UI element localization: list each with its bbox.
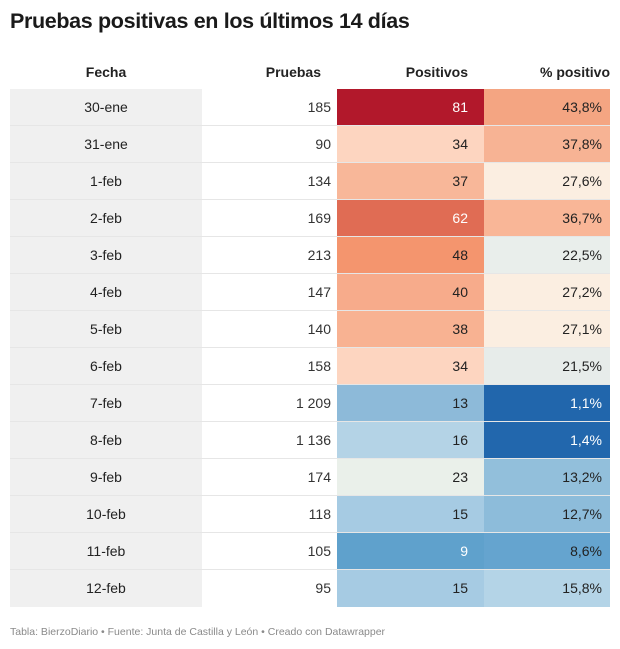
cell-positivos: 37 xyxy=(337,163,484,200)
cell-positivos: 9 xyxy=(337,533,484,570)
cell-positivos: 62 xyxy=(337,200,484,237)
cell-pruebas: 118 xyxy=(308,506,331,522)
cell-porcentaje: 43,8% xyxy=(484,89,610,126)
cell-pruebas: 90 xyxy=(315,136,331,152)
cell-pruebas: 147 xyxy=(307,284,331,300)
cell-porcentaje: 27,2% xyxy=(484,274,610,311)
cell-porcentaje: 1,4% xyxy=(484,422,610,459)
table-row: 7-feb 1 209 13 1,1% xyxy=(10,385,610,422)
header-pruebas[interactable]: Pruebas xyxy=(265,64,321,80)
cell-fecha: 30-ene xyxy=(10,89,202,126)
cell-pruebas: 105 xyxy=(307,543,331,559)
header-porcentaje[interactable]: % positivo xyxy=(539,64,610,80)
cell-porcentaje: 12,7% xyxy=(484,496,610,533)
cell-positivos: 81 xyxy=(337,89,484,126)
cell-fecha: 6-feb xyxy=(10,348,202,385)
table-row: 9-feb 174 23 13,2% xyxy=(10,459,610,496)
cell-pruebas: 213 xyxy=(307,247,331,263)
cell-positivos: 13 xyxy=(337,385,484,422)
table-row: 4-feb 147 40 27,2% xyxy=(10,274,610,311)
cell-pruebas: 185 xyxy=(307,99,331,115)
cell-positivos: 34 xyxy=(337,126,484,163)
table-row: 5-feb 140 38 27,1% xyxy=(10,311,610,348)
cell-porcentaje: 36,7% xyxy=(484,200,610,237)
table-row: 1-feb 134 37 27,6% xyxy=(10,163,610,200)
cell-fecha: 8-feb xyxy=(10,422,202,459)
table-row: 2-feb 169 62 36,7% xyxy=(10,200,610,237)
cell-pruebas: 140 xyxy=(307,321,331,337)
cell-pruebas: 95 xyxy=(315,580,331,596)
cell-fecha: 2-feb xyxy=(10,200,202,237)
cell-fecha: 9-feb xyxy=(10,459,202,496)
cell-fecha: 1-feb xyxy=(10,163,202,200)
header-fecha[interactable]: Fecha xyxy=(85,64,127,80)
cell-fecha: 31-ene xyxy=(10,126,202,163)
cell-fecha: 11-feb xyxy=(10,533,202,570)
cell-pruebas: 134 xyxy=(307,173,331,189)
cell-positivos: 34 xyxy=(337,348,484,385)
cell-porcentaje: 27,1% xyxy=(484,311,610,348)
cell-fecha: 3-feb xyxy=(10,237,202,274)
table-row: 10-feb 118 15 12,7% xyxy=(10,496,610,533)
cell-pruebas: 1 136 xyxy=(295,432,331,448)
cell-positivos: 38 xyxy=(337,311,484,348)
cell-porcentaje: 1,1% xyxy=(484,385,610,422)
cell-porcentaje: 13,2% xyxy=(484,459,610,496)
cell-fecha: 12-feb xyxy=(10,570,202,607)
cell-porcentaje: 8,6% xyxy=(484,533,610,570)
header-positivos[interactable]: Positivos xyxy=(405,64,468,80)
cell-positivos: 15 xyxy=(337,496,484,533)
footer-credits: Tabla: BierzoDiario • Fuente: Junta de C… xyxy=(10,626,386,638)
cell-positivos: 15 xyxy=(337,570,484,607)
cell-porcentaje: 15,8% xyxy=(484,570,610,607)
cell-positivos: 48 xyxy=(337,237,484,274)
table-row: 3-feb 213 48 22,5% xyxy=(10,237,610,274)
table-row: 8-feb 1 136 16 1,4% xyxy=(10,422,610,459)
cell-pruebas: 174 xyxy=(307,469,331,485)
cell-fecha: 10-feb xyxy=(10,496,202,533)
table-row: 12-feb 95 15 15,8% xyxy=(10,570,610,607)
cell-fecha: 5-feb xyxy=(10,311,202,348)
cell-pruebas: 1 209 xyxy=(295,395,331,411)
cell-positivos: 40 xyxy=(337,274,484,311)
table-row: 30-ene 185 81 43,8% xyxy=(10,89,610,126)
cell-fecha: 7-feb xyxy=(10,385,202,422)
table-row: 6-feb 158 34 21,5% xyxy=(10,348,610,385)
cell-positivos: 23 xyxy=(337,459,484,496)
cell-positivos: 16 xyxy=(337,422,484,459)
cell-porcentaje: 21,5% xyxy=(484,348,610,385)
cell-pruebas: 158 xyxy=(307,358,331,374)
cell-fecha: 4-feb xyxy=(10,274,202,311)
table-row: 31-ene 90 34 37,8% xyxy=(10,126,610,163)
chart-title: Pruebas positivas en los últimos 14 días xyxy=(10,9,410,33)
table-row: 11-feb 105 9 8,6% xyxy=(10,533,610,570)
cell-pruebas: 169 xyxy=(307,210,331,226)
table-header: Fecha Pruebas Positivos % positivo xyxy=(10,53,610,89)
table-body: 30-ene 185 81 43,8% 31-ene 90 34 37,8% 1-feb 134 3… xyxy=(10,89,610,607)
data-table: Fecha Pruebas Positivos % positivo 30-en… xyxy=(10,53,610,607)
cell-porcentaje: 22,5% xyxy=(484,237,610,274)
cell-porcentaje: 37,8% xyxy=(484,126,610,163)
cell-porcentaje: 27,6% xyxy=(484,163,610,200)
